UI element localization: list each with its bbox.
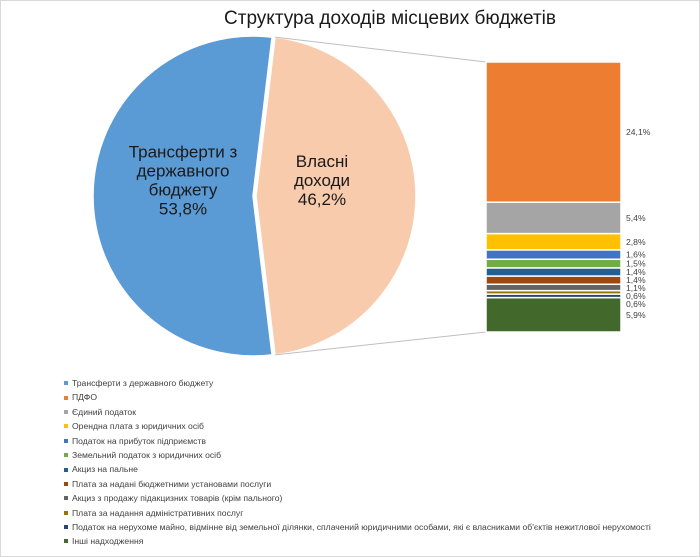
bar-of-pie-chart: Трансферти з державного бюджету 53,8% Власні… [92, 35, 651, 357]
legend-label: Акциз на пальне [72, 464, 138, 475]
legend-swatch [64, 381, 68, 386]
legend-item: Плата за надані бюджетними установами по… [64, 477, 694, 491]
bar-segment-label-11: 5,9% [626, 310, 646, 320]
legend-swatch [64, 467, 68, 472]
legend-item: Акциз з продажу підакцизних товарів (крі… [64, 491, 694, 505]
pie-slice-transfers [92, 35, 273, 357]
legend-swatch [64, 424, 68, 429]
bar-segment-2 [485, 201, 622, 235]
legend-swatch [64, 510, 68, 515]
pie-label-own-revenues: Власні доходи 46,2% [294, 152, 350, 209]
legend-item: Податок на прибуток підприємств [64, 434, 694, 448]
legend-item: Орендна плата з юридичних осіб [64, 419, 694, 433]
bar-segment-label-3: 2,8% [626, 237, 646, 247]
pie-label-transfers: Трансферти з державного бюджету 53,8% [129, 143, 238, 219]
legend-label: Податок на прибуток підприємств [72, 435, 206, 446]
connector-line-top [274, 36, 487, 63]
bar-segment-1 [485, 61, 622, 203]
bar-segment-4 [485, 249, 622, 261]
connector-line-bottom [275, 331, 487, 356]
legend-item: ПДФО [64, 390, 694, 404]
legend-swatch [64, 481, 68, 486]
bar-segment-label-5: 1,5% [626, 259, 646, 269]
legend-item: Акциз на пальне [64, 462, 694, 476]
bar-segment-label-9: 0,6% [626, 291, 646, 301]
bar-segment-label-6: 1,4% [626, 267, 646, 277]
legend-swatch [64, 496, 68, 501]
legend-label: Єдиний податок [72, 406, 136, 417]
chart-title: Структура доходів місцевих бюджетів [224, 8, 556, 29]
legend-swatch [64, 395, 68, 400]
legend-label: Земельний податок з юридичних осіб [72, 449, 221, 460]
legend-label: Трансферти з державного бюджету [72, 378, 214, 388]
bar-segment-3 [485, 232, 622, 251]
chart-legend: Трансферти з державного бюджету ПДФО Єдини… [64, 376, 694, 549]
legend-swatch [64, 409, 68, 414]
bar-segment-label-8: 1,1% [626, 283, 646, 293]
legend-swatch [64, 453, 68, 458]
legend-swatch [64, 525, 68, 530]
bar-segment-label-4: 1,6% [626, 250, 646, 260]
bar-segment-6 [485, 267, 622, 277]
bar-segment-7 [485, 275, 622, 286]
bar-segment-8 [485, 283, 622, 292]
legend-item: Плата за надання адміністративних послуг [64, 506, 694, 520]
legend-label: ПДФО [72, 392, 98, 403]
legend-item: Інші надходження [64, 534, 694, 548]
legend-label: Орендна плата з юридичних осіб [72, 421, 204, 432]
legend-label: Плата за надання адміністративних послуг [72, 507, 244, 518]
legend-item: Трансферти з державного бюджету [64, 376, 694, 390]
legend-label: Плата за надані бюджетними установами по… [72, 478, 272, 489]
bar-segment-label-2: 5,4% [626, 213, 646, 223]
bar-segment-label-1: 24,1% [626, 127, 651, 137]
bar-segment-label-10: 0,6% [626, 299, 646, 309]
bar-segment-11 [485, 296, 622, 333]
legend-label: Податок на нерухоме майно, відмінне від … [72, 521, 651, 532]
legend-item: Єдиний податок [64, 405, 694, 419]
legend-label: Акциз з продажу підакцизних товарів (крі… [72, 493, 283, 504]
legend-swatch [64, 539, 68, 544]
bar-segment-5 [485, 258, 622, 269]
legend-swatch [64, 438, 68, 443]
legend-item: Земельний податок з юридичних осіб [64, 448, 694, 462]
pie-slice-own-revenues [255, 36, 417, 356]
legend-label: Інші надходження [72, 536, 144, 547]
legend-item: Податок на нерухоме майно, відмінне від … [64, 520, 694, 534]
bar-segment-label-7: 1,4% [626, 275, 646, 285]
